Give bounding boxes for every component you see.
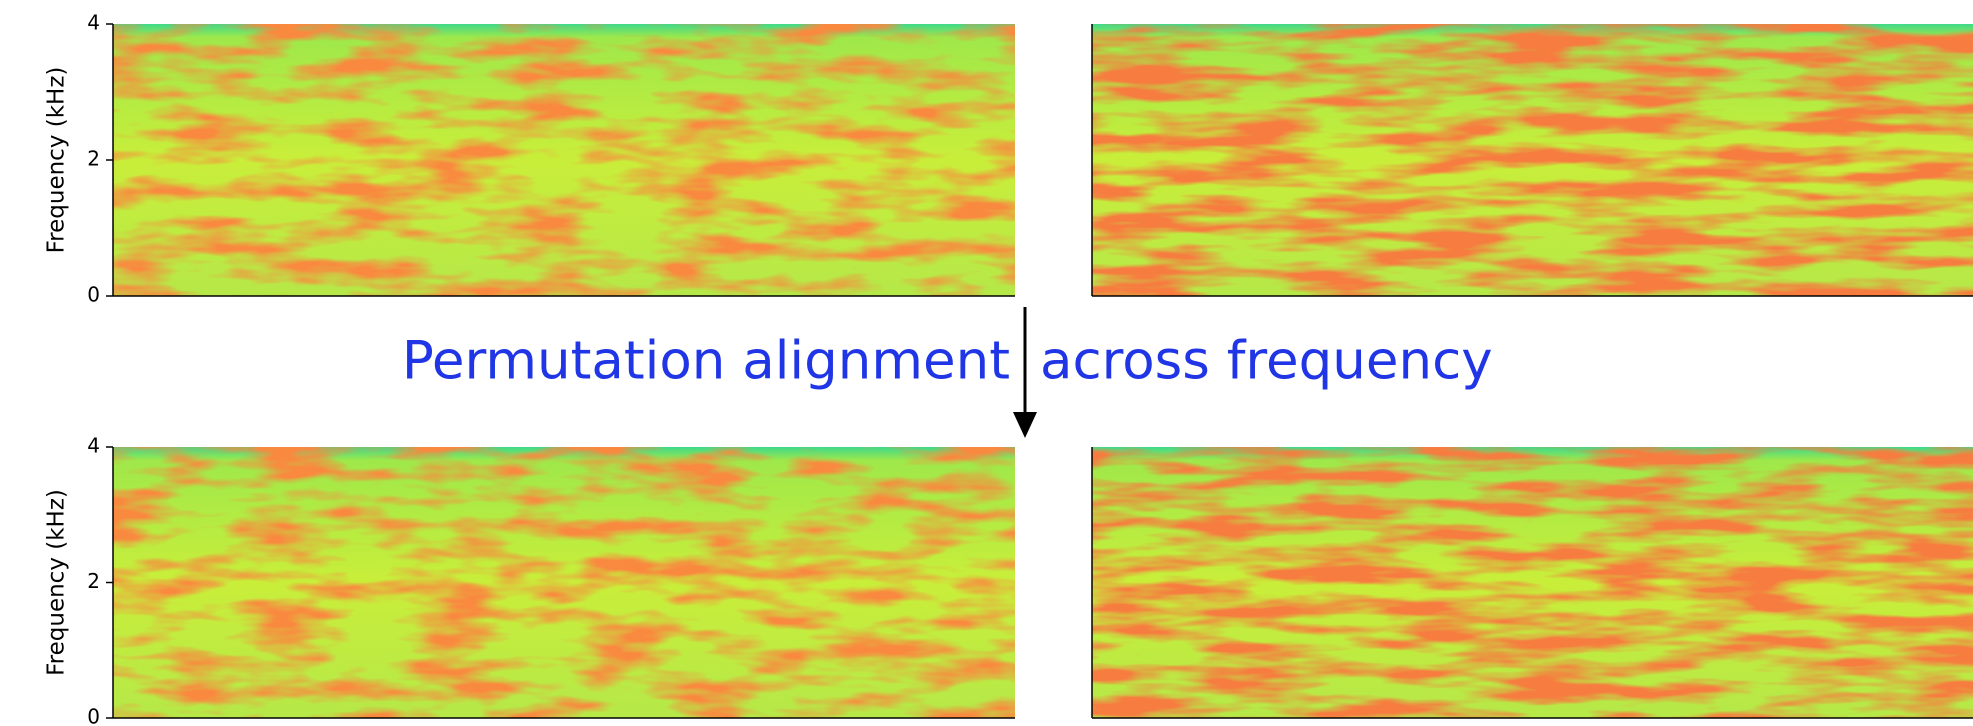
y-axis-label: Frequency (kHz): [44, 67, 70, 254]
y-tick-label: 4: [87, 11, 100, 35]
y-tick-label: 4: [87, 434, 100, 458]
arrow-head: [1013, 412, 1037, 438]
y-axis-label: Frequency (kHz): [44, 489, 70, 676]
figure: 0 2 4 Frequency (kHz) 0 2 4 Frequency (kHz) Per…: [0, 0, 1973, 726]
y-tick-label: 0: [87, 705, 100, 726]
spectrogram-energy: [113, 24, 1015, 296]
y-tick-label: 2: [87, 147, 100, 171]
y-tick-label: 2: [87, 569, 100, 593]
spectrogram-energy: [113, 447, 1015, 718]
annotation-left: Permutation alignment: [402, 331, 1010, 392]
spectrogram-energy: [1092, 447, 1973, 718]
annotation-right: across frequency: [1040, 331, 1493, 392]
y-tick-label: 0: [87, 283, 100, 307]
spectrogram-energy: [1092, 24, 1973, 296]
